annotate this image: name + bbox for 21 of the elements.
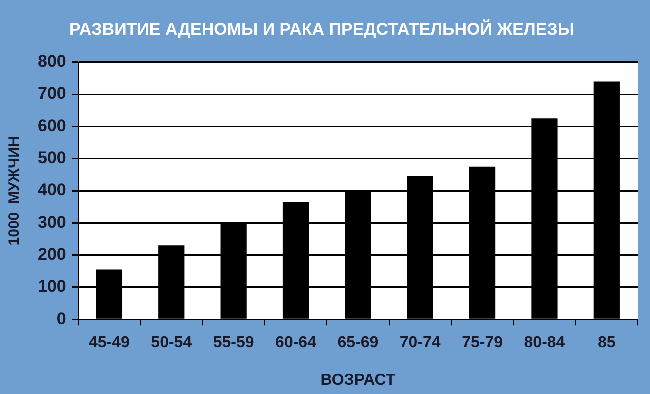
x-tick-label: 45-49 [88, 334, 130, 352]
y-tick-label: 300 [38, 212, 66, 232]
x-tick-label: 55-59 [213, 334, 254, 352]
y-tick-label: 400 [38, 180, 66, 200]
chart-title: РАЗВИТИЕ АДЕНОМЫ И РАКА ПРЕДСТАТЕЛЬНОЙ ЖЕЛЕЗЫ [70, 18, 574, 39]
x-tick-label: 50-54 [151, 334, 192, 352]
x-tick-label: 75-79 [462, 334, 504, 352]
y-axis-title: 1000 МУЖЧИН [6, 136, 24, 246]
y-tick-label: 100 [38, 277, 66, 296]
y-tick-label: 500 [38, 148, 66, 168]
x-axis-title: ВОЗРАСТ [320, 372, 396, 389]
y-tick-label: 200 [38, 244, 66, 264]
x-tick-label: 80-84 [524, 334, 566, 352]
y-tick-label: 700 [38, 84, 66, 104]
x-tick-label: 65-69 [338, 334, 379, 352]
y-tick-label: 0 [56, 309, 66, 328]
x-tick-label: 85 [598, 334, 616, 352]
x-tick-label: 70-74 [400, 334, 441, 352]
x-tick-label: 60-64 [276, 334, 317, 352]
y-tick-label: 600 [38, 116, 66, 136]
y-tick-label: 800 [38, 52, 66, 72]
